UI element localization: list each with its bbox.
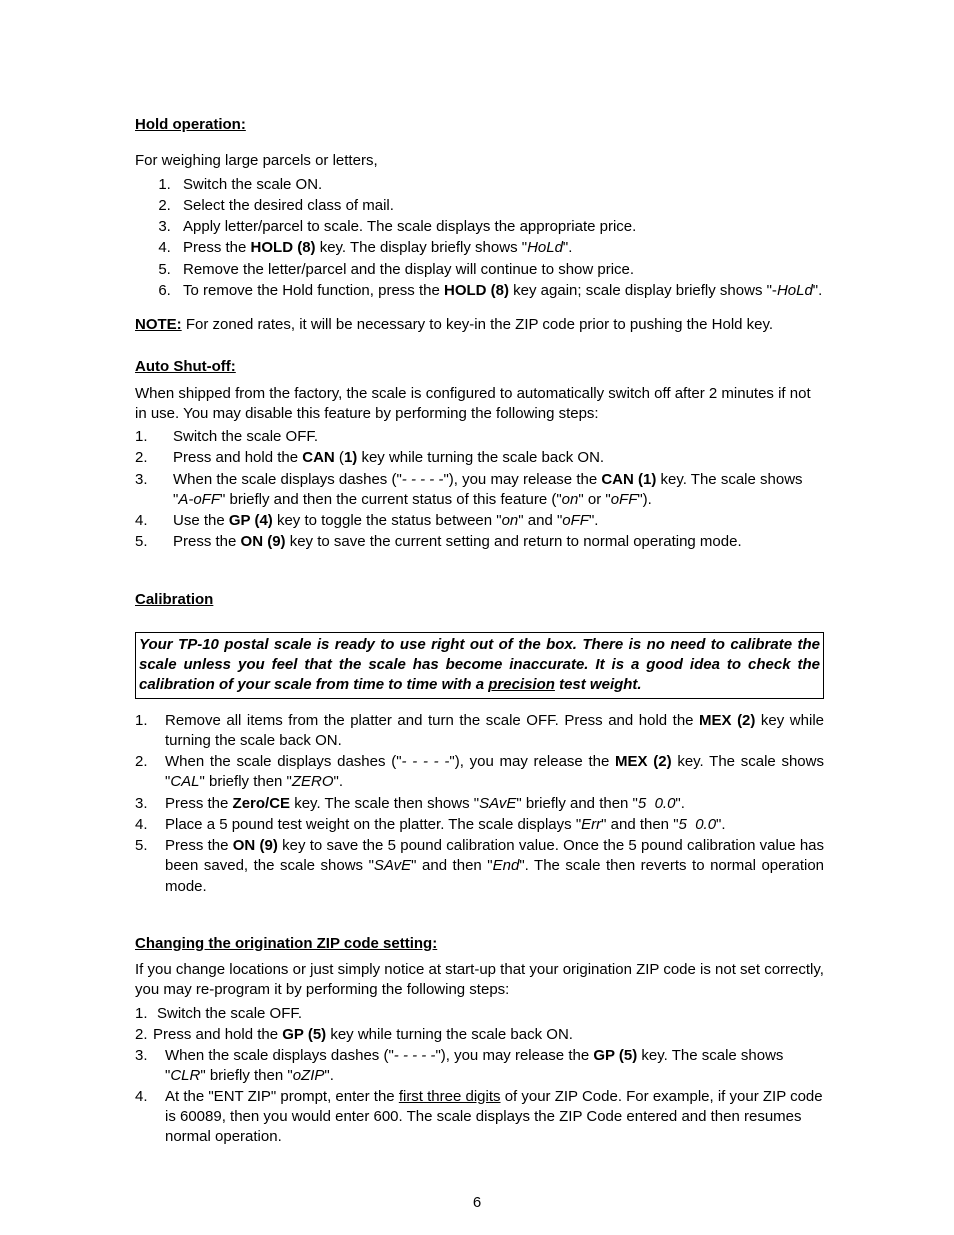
list-item: 1.Remove all items from the platter and … bbox=[135, 711, 824, 752]
auto-intro: When shipped from the factory, the scale… bbox=[135, 384, 824, 425]
heading-auto-shutoff: Auto Shut-off: bbox=[135, 357, 824, 377]
list-item: 2.Press and hold the GP (5) key while tu… bbox=[135, 1025, 824, 1045]
list-item: To remove the Hold function, press the H… bbox=[175, 281, 824, 301]
list-item: 5.Press the ON (9) key to save the 5 pou… bbox=[135, 836, 824, 897]
list-item: 1.Switch the scale OFF. bbox=[135, 1004, 824, 1024]
list-item: 4.Use the GP (4) key to toggle the statu… bbox=[135, 511, 824, 531]
list-item: 2.When the scale displays dashes ("- - -… bbox=[135, 752, 824, 793]
zip-steps-list: 1.Switch the scale OFF. 2.Press and hold… bbox=[135, 1004, 824, 1046]
note-label: NOTE: bbox=[135, 316, 182, 333]
list-item: 2.Press and hold the CAN (1) key while t… bbox=[135, 448, 824, 468]
list-item: Apply letter/parcel to scale. The scale … bbox=[175, 217, 824, 237]
hold-intro: For weighing large parcels or letters, bbox=[135, 151, 824, 171]
list-item: 3.Press the Zero/CE key. The scale then … bbox=[135, 794, 824, 814]
note-text: For zoned rates, it will be necessary to… bbox=[182, 316, 773, 333]
list-item: 4.Place a 5 pound test weight on the pla… bbox=[135, 815, 824, 835]
hold-note: NOTE: For zoned rates, it will be necess… bbox=[135, 315, 824, 335]
auto-steps-list: 1.Switch the scale OFF. 2.Press and hold… bbox=[135, 427, 824, 553]
list-item: Select the desired class of mail. bbox=[175, 196, 824, 216]
list-item: Remove the letter/parcel and the display… bbox=[175, 260, 824, 280]
list-item: Switch the scale ON. bbox=[175, 175, 824, 195]
zip-steps-list-cont: 3.When the scale displays dashes ("- - -… bbox=[135, 1046, 824, 1147]
list-item: 5.Press the ON (9) key to save the curre… bbox=[135, 532, 824, 552]
list-item: 1.Switch the scale OFF. bbox=[135, 427, 824, 447]
list-item: 3.When the scale displays dashes ("- - -… bbox=[135, 470, 824, 511]
calibration-steps-list: 1.Remove all items from the platter and … bbox=[135, 711, 824, 897]
list-item: 3.When the scale displays dashes ("- - -… bbox=[135, 1046, 824, 1087]
heading-hold-operation: Hold operation: bbox=[135, 115, 824, 135]
list-item: Press the HOLD (8) key. The display brie… bbox=[175, 238, 824, 258]
heading-zip-change: Changing the origination ZIP code settin… bbox=[135, 934, 824, 954]
list-item: 4.At the "ENT ZIP" prompt, enter the fir… bbox=[135, 1087, 824, 1148]
page-number: 6 bbox=[0, 1193, 954, 1213]
hold-steps-list: Switch the scale ON. Select the desired … bbox=[175, 175, 824, 302]
zip-intro: If you change locations or just simply n… bbox=[135, 960, 824, 1001]
calibration-note-box: Your TP-10 postal scale is ready to use … bbox=[135, 632, 824, 699]
heading-calibration: Calibration bbox=[135, 590, 824, 610]
